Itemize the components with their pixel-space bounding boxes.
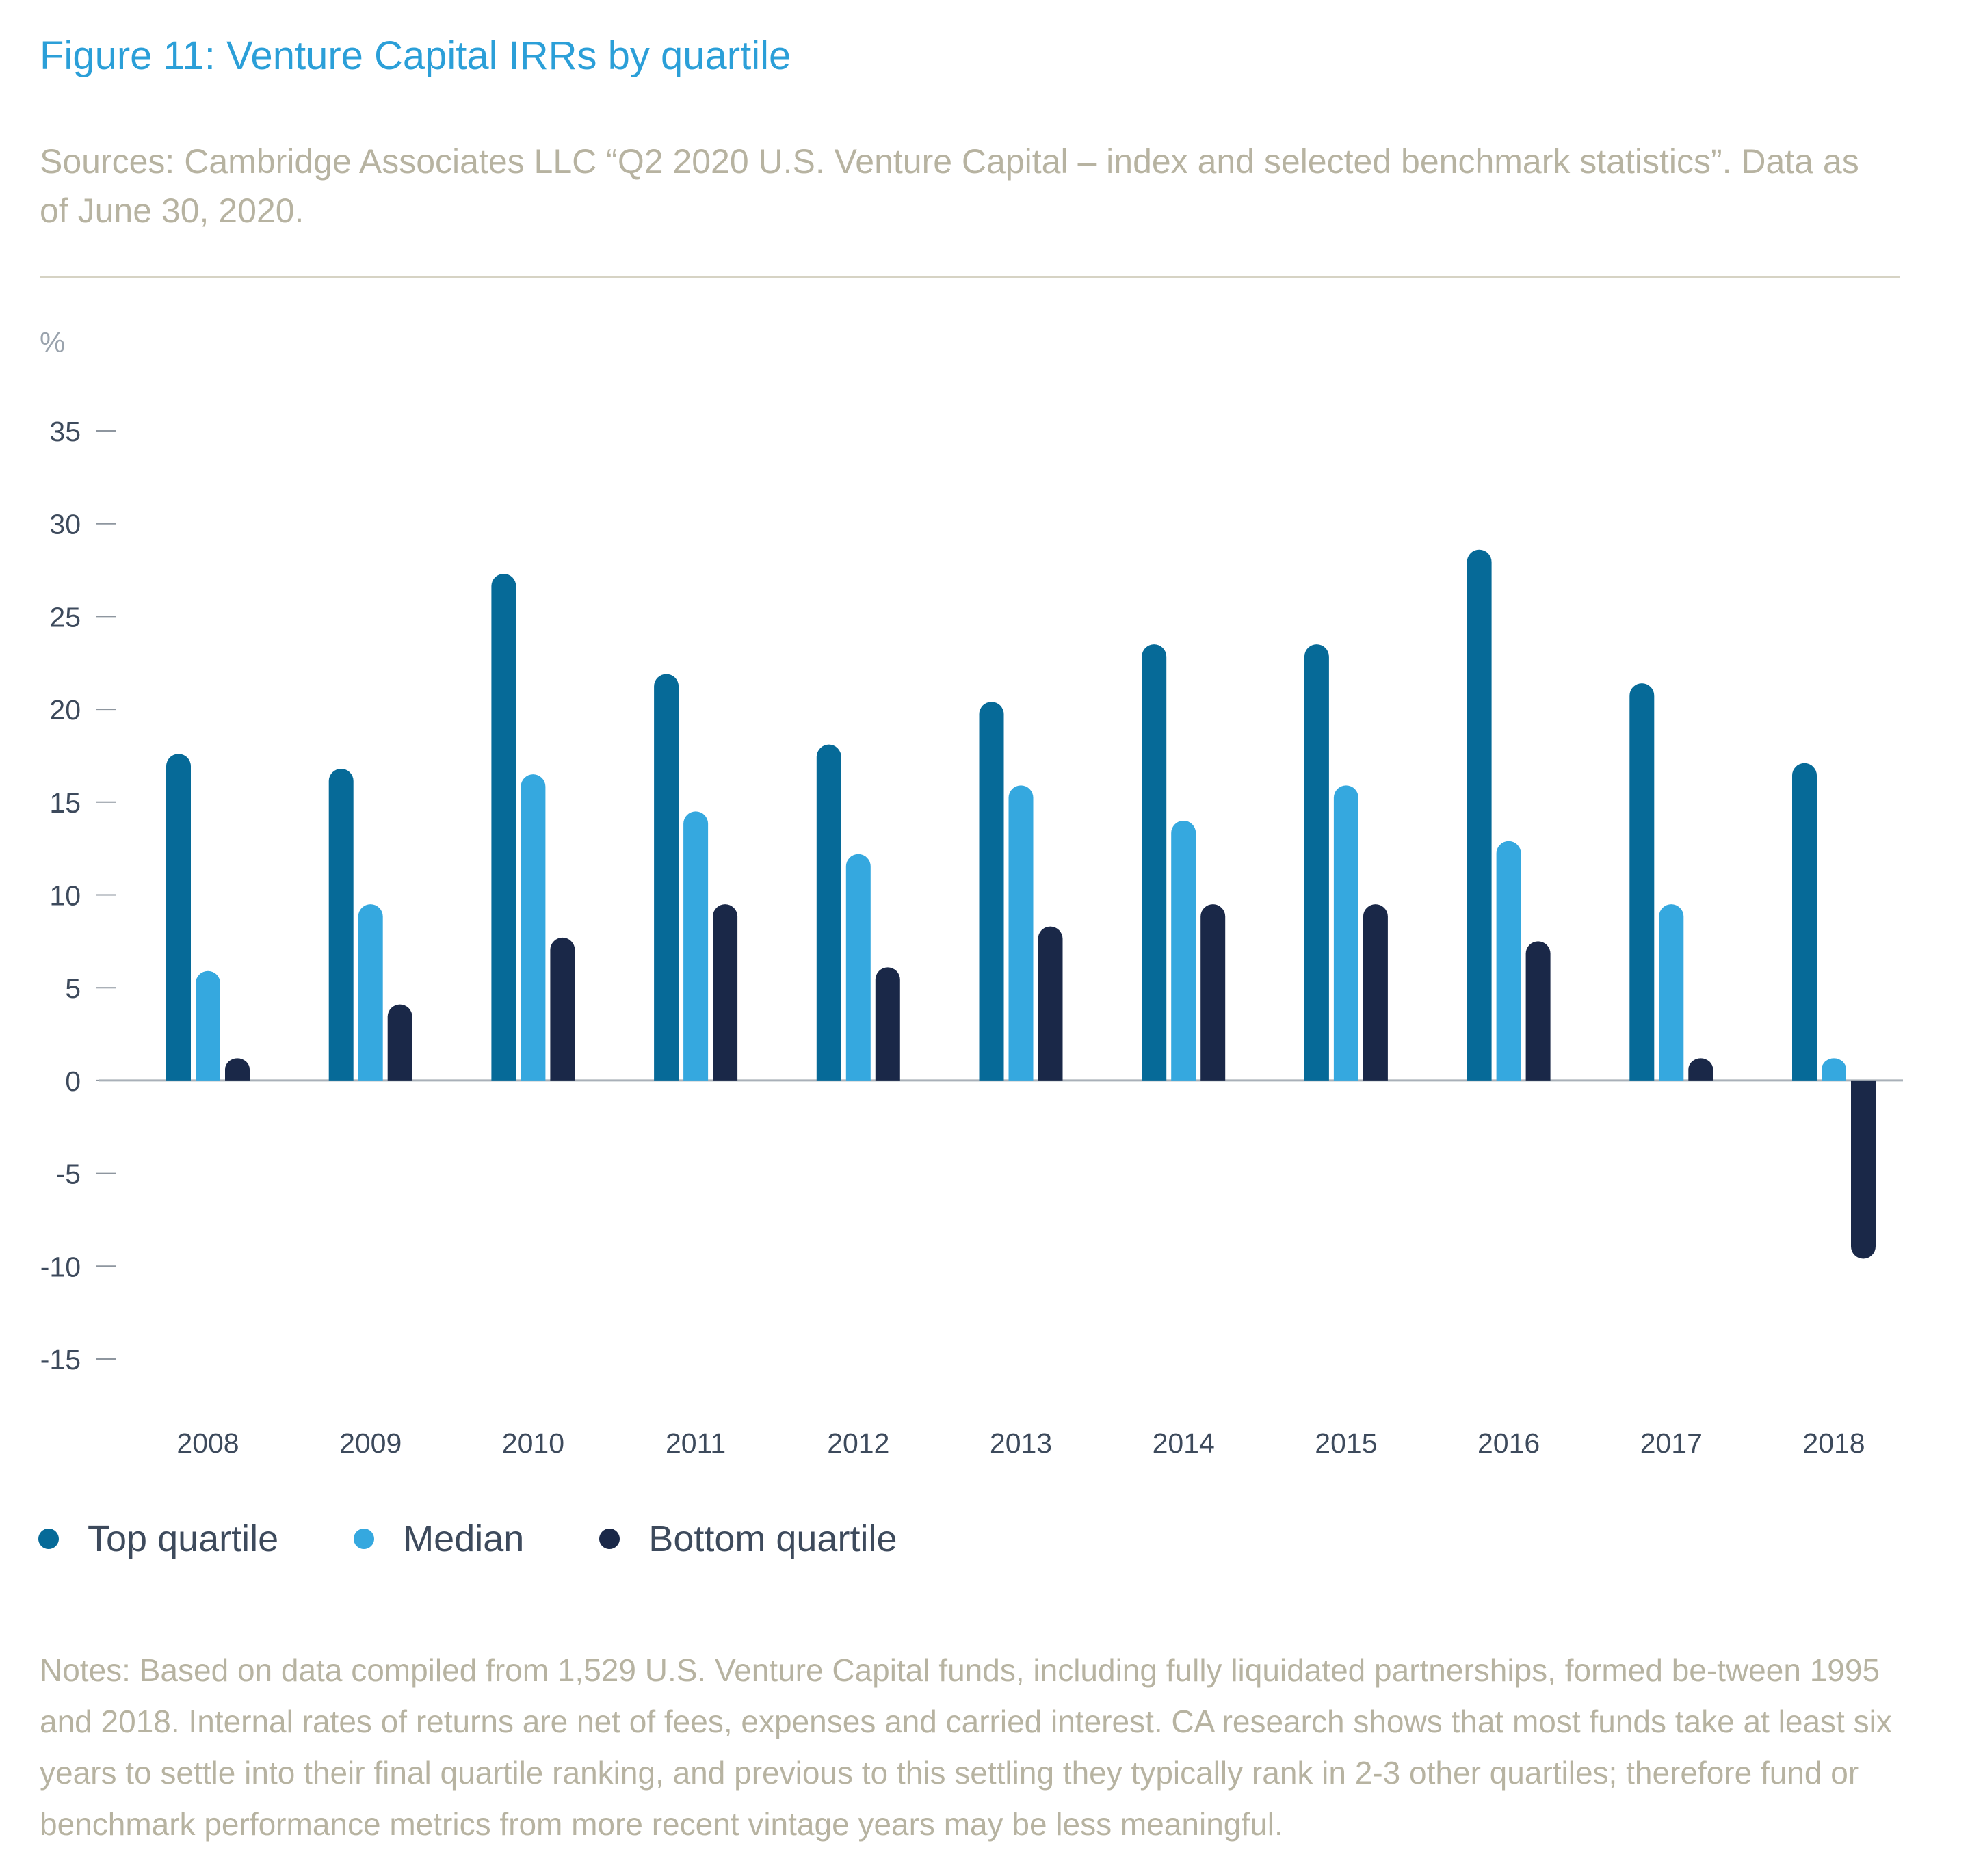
bar-top-quartile-2014 <box>1142 644 1167 1081</box>
y-tick-label: 0 <box>65 1066 81 1097</box>
bar-bottom-quartile-2014 <box>1200 904 1226 1081</box>
legend-label-median: Median <box>403 1518 525 1559</box>
bar-median-2016 <box>1496 841 1521 1081</box>
x-tick-label: 2013 <box>990 1427 1052 1459</box>
figure-title: Figure 11: Venture Capital IRRs by quart… <box>40 34 791 78</box>
bar-bottom-quartile-2018 <box>1851 1080 1876 1259</box>
legend-swatch-bottom-quartile <box>599 1529 620 1549</box>
x-tick-label: 2012 <box>827 1427 889 1459</box>
legend-label-bottom-quartile: Bottom quartile <box>648 1518 897 1559</box>
x-tick-label: 2009 <box>339 1427 402 1459</box>
bar-bottom-quartile-2017 <box>1688 1058 1713 1081</box>
x-tick-label: 2017 <box>1640 1427 1703 1459</box>
bar-top-quartile-2015 <box>1304 644 1329 1081</box>
legend-item-top-quartile: Top quartile <box>38 1518 278 1560</box>
y-axis-unit-label: % <box>40 326 65 358</box>
legend-label-top-quartile: Top quartile <box>88 1518 279 1559</box>
x-tick-label: 2016 <box>1478 1427 1540 1459</box>
x-tick-label: 2008 <box>176 1427 239 1459</box>
bar-median-2015 <box>1333 785 1358 1081</box>
x-tick-label: 2011 <box>666 1427 726 1459</box>
bar-top-quartile-2016 <box>1467 549 1492 1081</box>
header-divider <box>40 276 1900 278</box>
bar-median-2013 <box>1008 785 1034 1081</box>
bar-median-2010 <box>521 774 546 1081</box>
bar-top-quartile-2018 <box>1792 763 1817 1081</box>
y-tick-label: -5 <box>56 1159 81 1190</box>
bar-top-quartile-2012 <box>816 744 841 1081</box>
x-tick-label: 2014 <box>1153 1427 1215 1459</box>
y-tick-label: 20 <box>49 694 81 726</box>
y-axis: 35 30 25 20 15 10 5 0 -5 -10 -15 <box>40 416 116 1375</box>
bar-top-quartile-2013 <box>979 702 1004 1081</box>
bar-bottom-quartile-2012 <box>875 967 900 1081</box>
bar-top-quartile-2008 <box>166 754 191 1081</box>
y-tick-label: 5 <box>65 973 81 1004</box>
bar-bottom-quartile-2008 <box>225 1058 250 1081</box>
bar-median-2008 <box>196 970 220 1081</box>
y-tick-label: -10 <box>40 1251 81 1282</box>
y-tick-label: 10 <box>49 880 81 912</box>
x-tick-label: 2018 <box>1802 1427 1865 1459</box>
bar-median-2009 <box>358 904 383 1081</box>
bar-bottom-quartile-2009 <box>387 1004 412 1081</box>
x-tick-label: 2010 <box>502 1427 564 1459</box>
bars-group <box>166 549 1876 1259</box>
bar-top-quartile-2017 <box>1629 683 1655 1081</box>
legend-swatch-median <box>354 1529 375 1549</box>
y-tick-label: 15 <box>49 787 81 819</box>
bar-bottom-quartile-2016 <box>1525 941 1551 1081</box>
bar-bottom-quartile-2015 <box>1363 904 1388 1081</box>
bar-bottom-quartile-2011 <box>713 904 738 1081</box>
bar-top-quartile-2011 <box>654 674 679 1081</box>
y-tick-label: 35 <box>49 416 81 447</box>
bar-top-quartile-2009 <box>328 768 354 1081</box>
bar-median-2017 <box>1659 904 1684 1081</box>
y-tick-label: -15 <box>40 1344 81 1375</box>
bar-median-2011 <box>683 811 709 1081</box>
notes-text: Notes: Based on data compiled from 1,529… <box>40 1652 1892 1842</box>
chart-legend: Top quartile Median Bottom quartile <box>38 1515 972 1563</box>
bar-bottom-quartile-2010 <box>550 937 575 1081</box>
y-tick-label: 25 <box>49 601 81 633</box>
bar-bottom-quartile-2013 <box>1038 926 1063 1081</box>
y-tick-label: 30 <box>49 509 81 540</box>
legend-item-bottom-quartile: Bottom quartile <box>599 1518 897 1560</box>
bar-median-2012 <box>845 854 871 1081</box>
bar-median-2014 <box>1171 820 1196 1081</box>
legend-item-median: Median <box>354 1518 524 1560</box>
legend-swatch-top-quartile <box>38 1529 59 1549</box>
source-text: Sources: Cambridge Associates LLC “Q2 20… <box>40 142 1859 230</box>
x-tick-label: 2015 <box>1315 1427 1377 1459</box>
x-axis: 2008 2009 2010 2011 2012 2013 2014 2015 2016 2017… <box>176 1427 1865 1459</box>
bar-top-quartile-2010 <box>491 573 516 1081</box>
bar-median-2018 <box>1822 1058 1846 1081</box>
